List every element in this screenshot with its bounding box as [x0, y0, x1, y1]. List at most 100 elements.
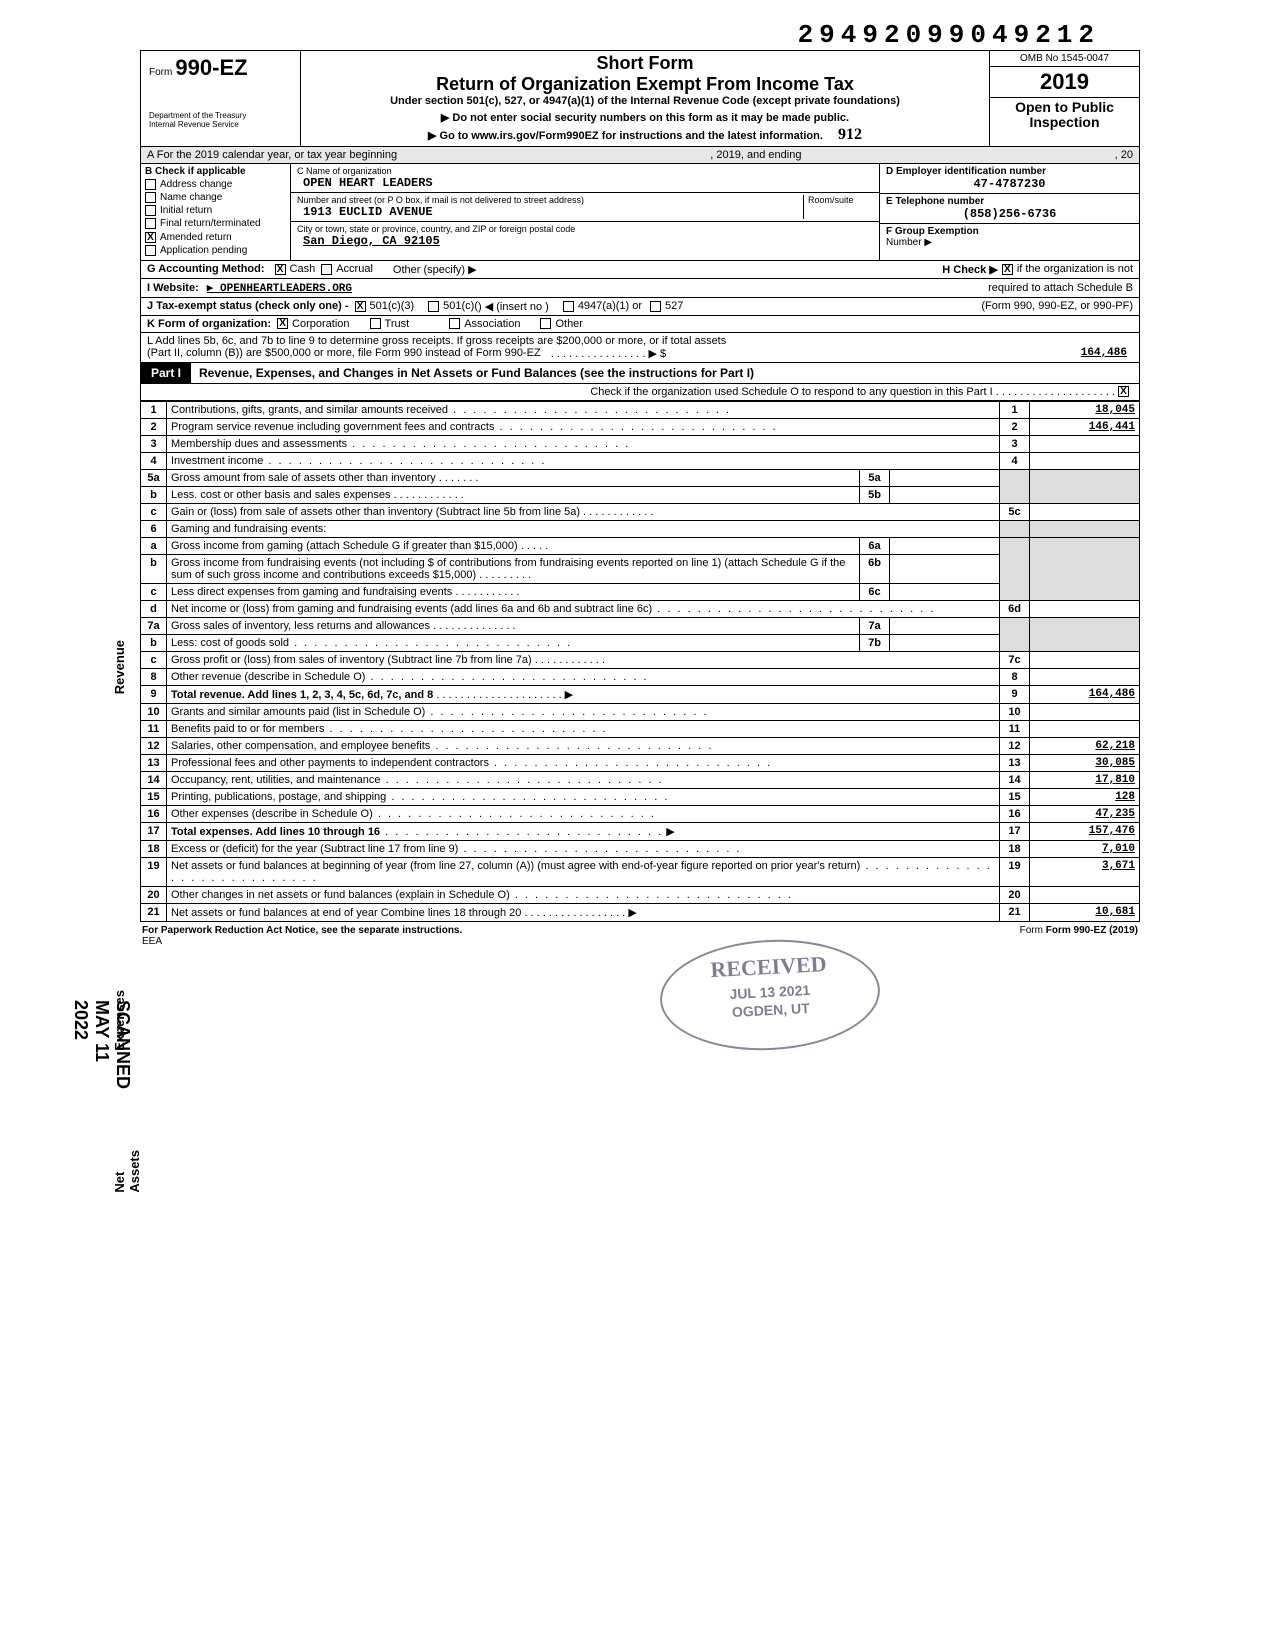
row-j: J Tax-exempt status (check only one) - X…	[140, 298, 1140, 316]
tax-year: 2019	[990, 67, 1139, 98]
chk-h[interactable]: X	[1002, 264, 1013, 275]
no-ssn-line: ▶ Do not enter social security numbers o…	[307, 111, 983, 124]
side-netassets: Net Assets	[112, 1150, 142, 1193]
line-16: 16Other expenses (describe in Schedule O…	[141, 805, 1140, 822]
top-barcode-number: 29492099049212	[140, 20, 1140, 50]
sched-b-text: required to attach Schedule B	[988, 282, 1133, 294]
line-5c: cGain or (loss) from sale of assets othe…	[141, 503, 1140, 520]
chk-schedule-o[interactable]: X	[1118, 386, 1129, 397]
row-a-right: , 20	[1115, 149, 1133, 161]
stamp-date: JUL 13 2021	[662, 978, 879, 1005]
g-label: G Accounting Method:	[147, 263, 265, 275]
line-3: 3Membership dues and assessments3	[141, 435, 1140, 452]
form-id-box: Form 990-EZ Department of the Treasury I…	[141, 51, 301, 146]
j-label: J Tax-exempt status (check only one) -	[147, 300, 349, 312]
line-7b: bLess: cost of goods sold7b	[141, 634, 1140, 651]
lbl-name-change: Name change	[160, 192, 222, 203]
chk-corp[interactable]: X	[277, 318, 288, 329]
return-title: Return of Organization Exempt From Incom…	[307, 74, 983, 95]
lbl-4947: 4947(a)(1) or	[578, 300, 642, 312]
line-10: 10Grants and similar amounts paid (list …	[141, 703, 1140, 720]
form990-note: (Form 990, 990-EZ, or 990-PF)	[981, 300, 1133, 312]
lbl-501c3: 501(c)(3)	[370, 300, 415, 312]
city-label: City or town, state or province, country…	[297, 224, 873, 234]
tel-value: (858)256-6736	[886, 207, 1133, 221]
dept-treasury: Department of the Treasury	[149, 111, 292, 120]
section-b-checkboxes: B Check if applicable Address change Nam…	[141, 164, 291, 260]
ein-value: 47-4787230	[886, 177, 1133, 191]
footer-row: For Paperwork Reduction Act Notice, see …	[140, 922, 1140, 950]
schedule-o-row: Check if the organization used Schedule …	[140, 384, 1140, 401]
chk-501c3[interactable]: X	[355, 301, 366, 312]
lbl-initial-return: Initial return	[160, 205, 212, 216]
line-8: 8Other revenue (describe in Schedule O)8	[141, 668, 1140, 685]
lbl-501c-insert: ) ◀ (insert no )	[478, 300, 549, 313]
goto-line: ▶ Go to www.irs.gov/Form990EZ for instru…	[428, 130, 823, 142]
line-14: 14Occupancy, rent, utilities, and mainte…	[141, 771, 1140, 788]
line-18: 18Excess or (deficit) for the year (Subt…	[141, 840, 1140, 857]
chk-cash[interactable]: X	[275, 264, 286, 275]
row-a-mid: , 2019, and ending	[710, 149, 801, 161]
row-l-line2: (Part II, column (B)) are $500,000 or mo…	[147, 347, 541, 360]
dept-irs: Internal Revenue Service	[149, 120, 292, 129]
group-label: F Group Exemption	[886, 226, 1133, 237]
chk-accrual[interactable]	[321, 264, 332, 275]
line-6d: dNet income or (loss) from gaming and fu…	[141, 600, 1140, 617]
line-7a: 7aGross sales of inventory, less returns…	[141, 617, 1140, 634]
line-13: 13Professional fees and other payments t…	[141, 754, 1140, 771]
received-stamp: RECEIVED JUL 13 2021 OGDEN, UT	[657, 934, 882, 1055]
chk-527[interactable]	[650, 301, 661, 312]
chk-address-change[interactable]	[145, 179, 156, 190]
stamp-location: OGDEN, UT	[663, 996, 880, 1023]
section-def: D Employer identification number 47-4787…	[879, 164, 1139, 260]
lbl-501c: 501(c)(	[443, 300, 478, 312]
chk-name-change[interactable]	[145, 192, 156, 203]
chk-final-return[interactable]	[145, 218, 156, 229]
line-5b: bLess. cost or other basis and sales exp…	[141, 486, 1140, 503]
line-6b: bGross income from fundraising events (n…	[141, 554, 1140, 583]
ein-label: D Employer identification number	[886, 166, 1133, 177]
chk-amended-return[interactable]: X	[145, 232, 156, 243]
line-4: 4Investment income4	[141, 452, 1140, 469]
lbl-final-return: Final return/terminated	[160, 219, 261, 230]
line-6a: aGross income from gaming (attach Schedu…	[141, 537, 1140, 554]
chk-other-org[interactable]	[540, 318, 551, 329]
under-section: Under section 501(c), 527, or 4947(a)(1)…	[307, 95, 983, 107]
chk-4947[interactable]	[563, 301, 574, 312]
row-a-tax-year: A For the 2019 calendar year, or tax yea…	[140, 147, 1140, 164]
open-to-public: Open to Public Inspection	[990, 98, 1139, 133]
title-box: Short Form Return of Organization Exempt…	[301, 51, 989, 146]
i-label: I Website:	[147, 282, 199, 294]
footer-form-id: Form Form 990-EZ (2019)	[1020, 925, 1138, 947]
chk-501c[interactable]	[428, 301, 439, 312]
line-5a: 5aGross amount from sale of assets other…	[141, 469, 1140, 486]
lbl-corp: Corporation	[292, 318, 349, 330]
name-label: C Name of organization	[297, 166, 873, 176]
info-block: B Check if applicable Address change Nam…	[140, 164, 1140, 261]
line-7c: cGross profit or (loss) from sales of in…	[141, 651, 1140, 668]
street-value: 1913 EUCLID AVENUE	[297, 205, 803, 219]
omb-number: OMB No 1545-0047	[990, 51, 1139, 67]
side-revenue: Revenue	[112, 640, 127, 694]
chk-trust[interactable]	[370, 318, 381, 329]
chk-initial-return[interactable]	[145, 205, 156, 216]
k-label: K Form of organization:	[147, 318, 271, 330]
line-15: 15Printing, publications, postage, and s…	[141, 788, 1140, 805]
lbl-amended-return: Amended return	[160, 232, 232, 243]
short-form-label: Short Form	[307, 53, 983, 74]
website-value: ▶ OPENHEARTLEADERS.ORG	[207, 281, 352, 295]
lbl-other-org: Other	[555, 318, 583, 330]
h-label: H Check ▶	[942, 263, 998, 276]
lbl-trust: Trust	[385, 318, 410, 330]
form-990ez-page: 29492099049212 Form 990-EZ Department of…	[140, 20, 1140, 950]
right-header-box: OMB No 1545-0047 2019 Open to Public Ins…	[989, 51, 1139, 146]
footer-eea: EEA	[142, 936, 162, 947]
street-label: Number and street (or P O box, if mail i…	[297, 195, 803, 205]
chk-application-pending[interactable]	[145, 245, 156, 256]
line-17: 17Total expenses. Add lines 10 through 1…	[141, 822, 1140, 840]
room-suite-label: Room/suite	[803, 195, 873, 219]
org-name: OPEN HEART LEADERS	[297, 176, 873, 190]
line-6: 6Gaming and fundraising events:	[141, 520, 1140, 537]
chk-assoc[interactable]	[449, 318, 460, 329]
lbl-527: 527	[665, 300, 683, 312]
